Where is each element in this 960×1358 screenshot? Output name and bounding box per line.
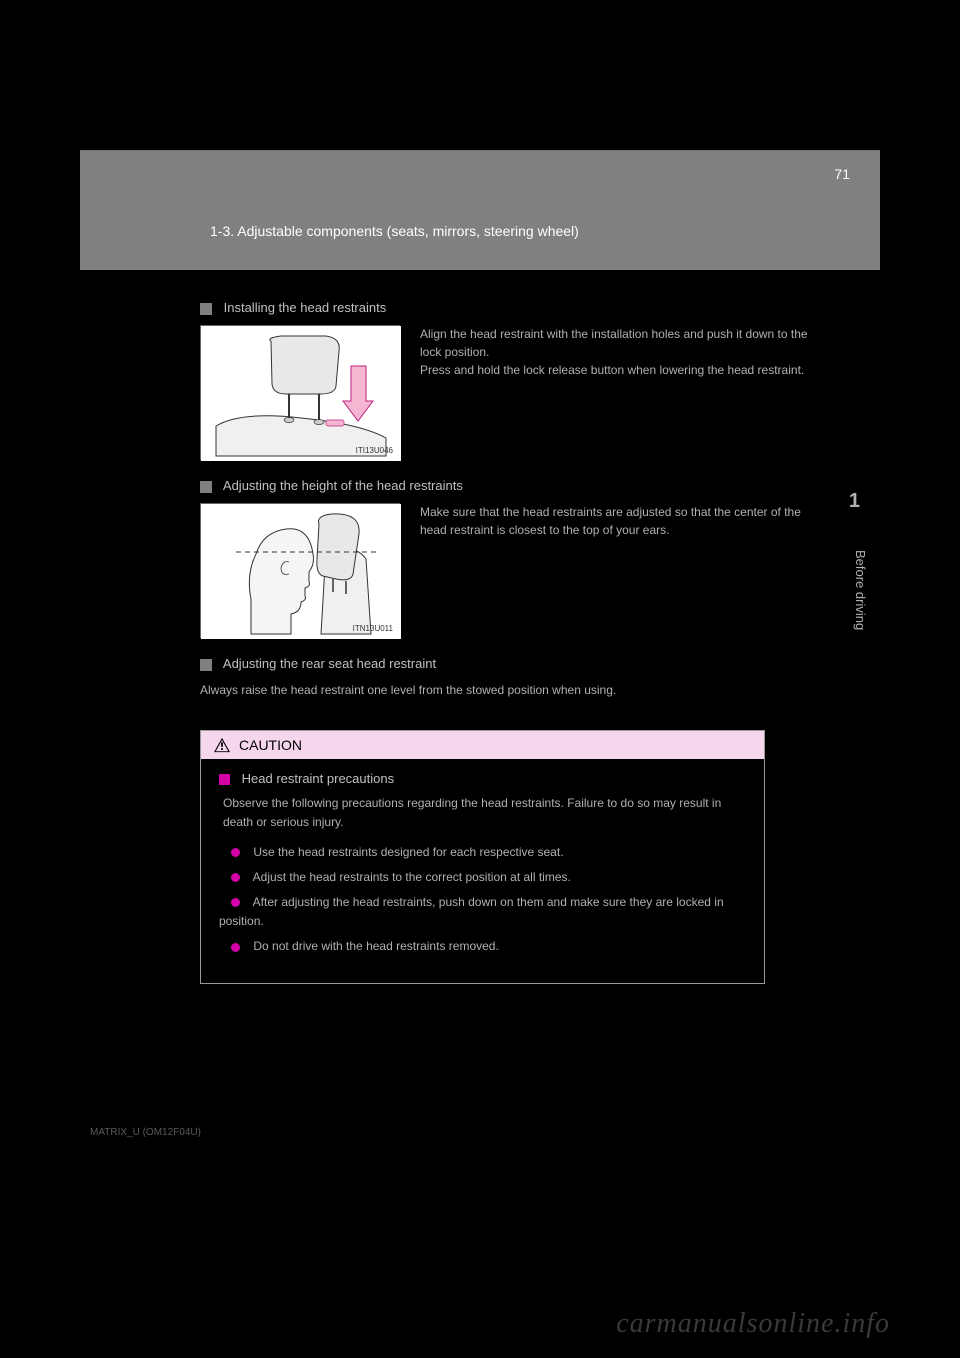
- illustration-code: ITI13U046: [356, 446, 393, 455]
- page-container: 71 1-3. Adjustable components (seats, mi…: [80, 150, 880, 984]
- square-bullet-icon: [200, 303, 212, 315]
- illustration-caption: Make sure that the head restraints are a…: [420, 503, 830, 632]
- magenta-square-icon: [219, 774, 230, 785]
- caution-item: Use the head restraints designed for eac…: [219, 843, 746, 862]
- caution-intro: Observe the following precautions regard…: [223, 794, 746, 832]
- square-bullet-icon: [200, 659, 212, 671]
- caution-item-text: After adjusting the head restraints, pus…: [219, 895, 724, 928]
- illustration-row: ITI13U046 Align the head restraint with …: [200, 325, 830, 472]
- chapter-label: Before driving: [853, 550, 868, 630]
- section-title-text: Installing the head restraints: [224, 300, 387, 315]
- warning-triangle-icon: [213, 737, 231, 753]
- footer-doc-code: MATRIX_U (OM12F04U): [90, 1127, 201, 1138]
- section-title-height: Adjusting the height of the head restrai…: [200, 478, 830, 493]
- caution-item: Adjust the head restraints to the correc…: [219, 868, 746, 887]
- magenta-dot-icon: [231, 848, 240, 857]
- caution-item-text: Do not drive with the head restraints re…: [253, 939, 498, 953]
- chapter-number: 1: [849, 490, 860, 513]
- section-title-rear: Adjusting the rear seat head restraint: [200, 656, 830, 671]
- page-number: 71: [834, 166, 850, 182]
- section-breadcrumb: 1-3. Adjustable components (seats, mirro…: [210, 223, 579, 239]
- illustration-code: ITN13U011: [353, 624, 393, 633]
- section-title-install: Installing the head restraints: [200, 300, 830, 315]
- caution-title-text: Head restraint precautions: [242, 771, 394, 786]
- watermark: carmanualsonline.info: [616, 1308, 890, 1340]
- caution-item-text: Use the head restraints designed for eac…: [253, 845, 563, 859]
- caution-item-text: Adjust the head restraints to the correc…: [253, 870, 571, 884]
- caution-item: After adjusting the head restraints, pus…: [219, 893, 746, 931]
- square-bullet-icon: [200, 481, 212, 493]
- caution-box: CAUTION Head restraint precautions Obser…: [200, 730, 765, 983]
- illustration-row: ITN13U011 Make sure that the head restra…: [200, 503, 830, 650]
- magenta-dot-icon: [231, 873, 240, 882]
- illustration-caption: Align the head restraint with the instal…: [420, 325, 830, 454]
- caution-title: Head restraint precautions: [219, 771, 746, 786]
- magenta-dot-icon: [231, 943, 240, 952]
- caution-body: Head restraint precautions Observe the f…: [201, 759, 764, 982]
- illustration-install-headrest: ITI13U046: [200, 325, 400, 460]
- section-body-text: Always raise the head restraint one leve…: [200, 681, 830, 700]
- magenta-dot-icon: [231, 898, 240, 907]
- headrest-install-svg: [201, 326, 401, 461]
- section-title-text: Adjusting the rear seat head restraint: [223, 656, 436, 671]
- section-title-text: Adjusting the height of the head restrai…: [223, 478, 463, 493]
- headrest-height-svg: [201, 504, 401, 639]
- illustration-height-adjust: ITN13U011: [200, 503, 400, 638]
- caution-header: CAUTION: [201, 731, 764, 759]
- header-bar: 71 1-3. Adjustable components (seats, mi…: [80, 150, 880, 270]
- main-content: Installing the head restraints: [80, 270, 880, 984]
- caution-label: CAUTION: [239, 737, 302, 753]
- caution-item: Do not drive with the head restraints re…: [219, 937, 746, 956]
